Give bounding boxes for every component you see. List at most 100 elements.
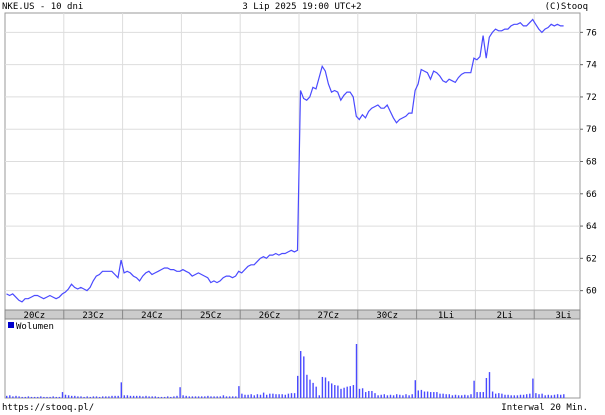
volume-bar <box>488 372 491 398</box>
volume-legend-swatch <box>8 322 14 328</box>
y-tick-label: 72 <box>586 93 597 103</box>
volume-bar <box>290 393 293 398</box>
volume-bar <box>563 394 565 398</box>
volume-bar <box>408 395 410 398</box>
volume-bar <box>420 389 423 398</box>
y-tick-label: 70 <box>586 125 597 135</box>
y-tick-label: 62 <box>586 254 597 264</box>
x-tick-label: 25Cz <box>200 311 222 321</box>
volume-bar <box>259 394 262 398</box>
volume-bar <box>507 394 509 398</box>
volume-bar <box>46 396 48 398</box>
volume-bar <box>132 395 135 398</box>
volume-bar <box>479 392 481 398</box>
volume-bar <box>43 396 45 398</box>
volume-bar <box>6 395 8 398</box>
volume-bar <box>92 396 95 398</box>
volume-bar <box>67 395 70 398</box>
volume-bar <box>71 395 73 398</box>
volume-bar <box>176 395 178 398</box>
volume-bar <box>27 396 30 398</box>
volume-bar <box>553 394 556 398</box>
volume-bar <box>77 396 79 398</box>
x-tick-label: 24Cz <box>141 311 163 321</box>
volume-bar <box>482 392 484 398</box>
volume-bar <box>327 381 330 398</box>
volume-bar <box>365 392 367 398</box>
x-tick-label: 27Cz <box>318 311 340 321</box>
volume-bar <box>405 394 407 398</box>
volume-bar <box>386 395 389 398</box>
volume-bar <box>15 395 17 398</box>
source-link[interactable]: https://stooq.pl/ <box>2 403 94 413</box>
volume-bar <box>148 396 150 398</box>
volume-bar <box>399 394 401 398</box>
volume-bar <box>448 394 450 398</box>
volume-bar <box>383 394 385 398</box>
volume-bar <box>160 396 163 398</box>
volume-bar <box>167 396 169 398</box>
y-tick-label: 60 <box>586 287 597 297</box>
x-tick-label: 20Cz <box>24 311 46 321</box>
volume-bar <box>278 394 280 398</box>
volume-bar <box>139 395 141 398</box>
volume-bar <box>464 394 466 398</box>
volume-bar <box>352 385 355 398</box>
volume-bar <box>411 394 413 398</box>
volume-bar <box>102 396 104 398</box>
y-tick-label: 74 <box>586 61 597 71</box>
volume-bar <box>433 392 435 398</box>
volume-bar <box>535 393 537 398</box>
volume-bar <box>269 393 271 398</box>
volume-bar <box>560 394 562 398</box>
volume-bar <box>18 396 20 398</box>
volume-bar <box>467 395 469 398</box>
volume-bar <box>529 393 531 398</box>
volume-bar <box>501 393 503 398</box>
volume-bar <box>188 396 190 398</box>
volume-bar <box>117 395 119 398</box>
volume-bar <box>30 396 33 398</box>
volume-bar <box>451 395 454 398</box>
x-tick-label: 2Li <box>497 311 513 321</box>
volume-plot-frame <box>4 318 581 399</box>
volume-bar <box>389 394 392 398</box>
volume-bar <box>244 394 246 398</box>
volume-bar <box>417 390 419 398</box>
x-tick-label: 3Li <box>555 311 571 321</box>
volume-bar <box>80 396 82 398</box>
x-tick-label: 23Cz <box>82 311 104 321</box>
volume-bar <box>340 388 342 398</box>
volume-bar <box>556 394 559 398</box>
volume-bar <box>136 395 138 398</box>
y-tick-label: 76 <box>586 28 597 38</box>
volume-bar <box>24 396 26 398</box>
volume-bar <box>105 396 107 398</box>
volume-bar <box>436 392 438 398</box>
volume-bar <box>522 394 525 398</box>
volume-bar <box>300 351 302 398</box>
volume-bar <box>61 392 64 398</box>
chart-title: NKE.US - 10 dni <box>2 2 83 12</box>
volume-bar <box>33 396 36 398</box>
volume-bar <box>12 396 14 398</box>
volume-bar <box>89 396 91 398</box>
volume-bar <box>37 396 39 398</box>
y-tick-label: 64 <box>586 222 597 232</box>
volume-bar <box>266 394 268 398</box>
volume-bar <box>275 394 277 398</box>
volume-bar <box>185 395 187 398</box>
volume-bar <box>476 392 478 398</box>
volume-bar <box>123 395 125 398</box>
volume-bar <box>361 388 364 398</box>
volume-bar <box>120 382 122 398</box>
volume-bar <box>423 391 426 398</box>
volume-bar <box>163 396 166 398</box>
volume-bar <box>262 392 265 398</box>
volume-bar <box>541 393 543 398</box>
volume-bar <box>392 395 395 398</box>
volume-bar <box>219 396 221 398</box>
volume-bar <box>225 396 228 398</box>
volume-bar <box>157 396 160 398</box>
volume-bar <box>98 396 101 398</box>
